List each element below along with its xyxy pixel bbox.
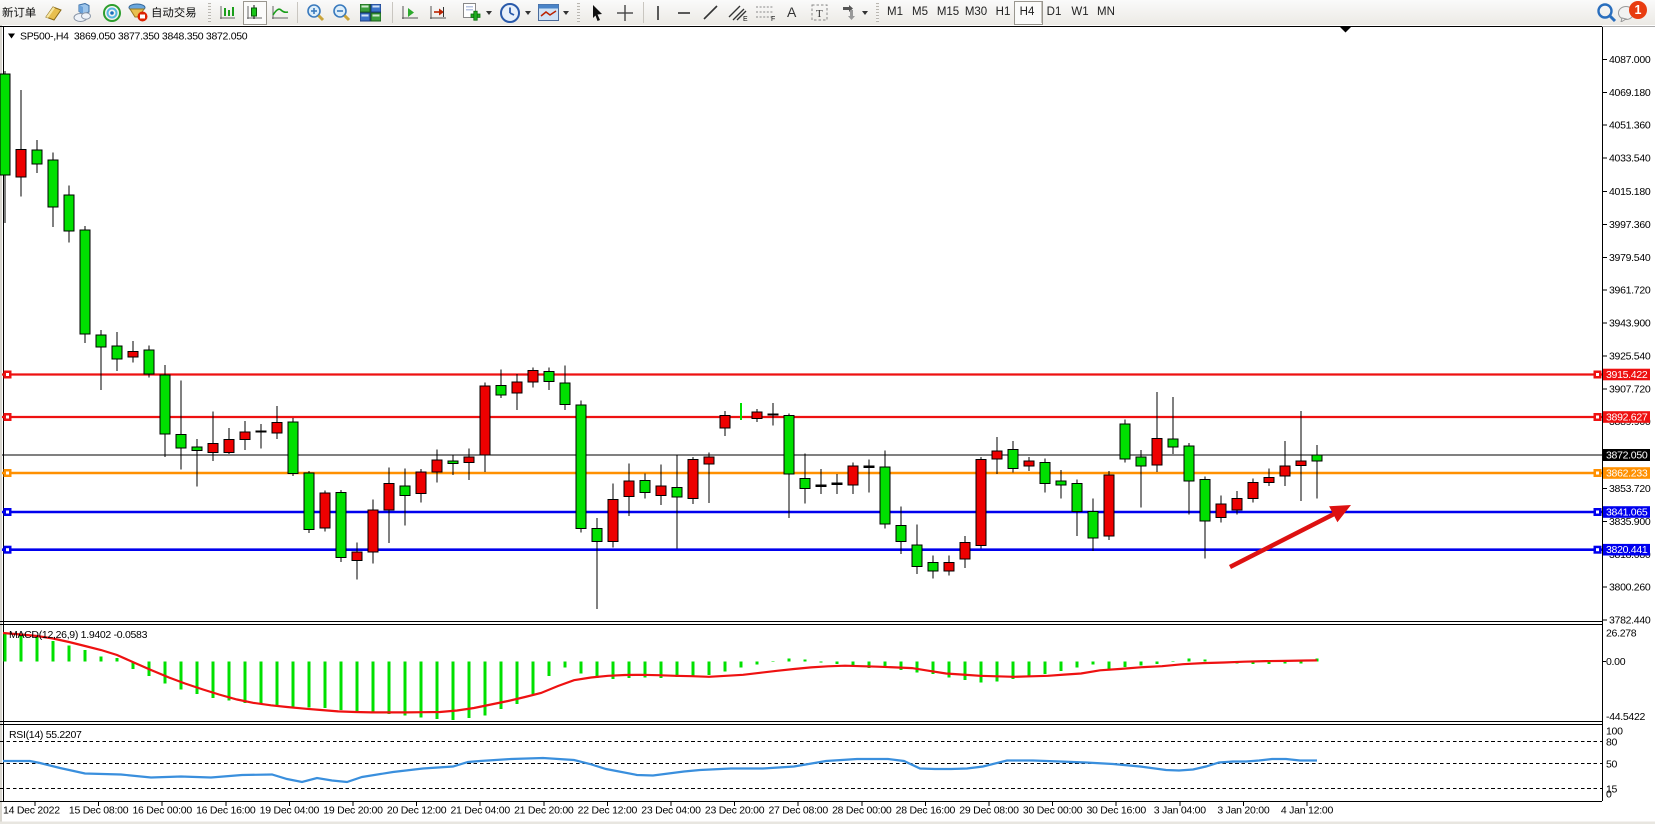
svg-text:14 Dec 2022: 14 Dec 2022 (3, 805, 60, 817)
svg-text:4087.000: 4087.000 (1609, 54, 1651, 66)
svg-text:0.00: 0.00 (1606, 656, 1626, 668)
svg-text:3853.720: 3853.720 (1609, 483, 1651, 495)
svg-text:4051.360: 4051.360 (1609, 120, 1651, 132)
svg-text:0: 0 (1606, 789, 1612, 801)
svg-text:15: 15 (1606, 784, 1618, 796)
svg-text:19 Dec 20:00: 19 Dec 20:00 (323, 805, 383, 817)
svg-text:RSI(14) 55.2207: RSI(14) 55.2207 (9, 729, 82, 741)
svg-text:21 Dec 20:00: 21 Dec 20:00 (514, 805, 574, 817)
svg-text:3872.050: 3872.050 (1606, 450, 1648, 462)
svg-text:3979.540: 3979.540 (1609, 252, 1651, 264)
svg-text:28 Dec 16:00: 28 Dec 16:00 (896, 805, 956, 817)
svg-text:3925.540: 3925.540 (1609, 351, 1651, 363)
svg-text:23 Dec 20:00: 23 Dec 20:00 (705, 805, 765, 817)
svg-text:F: F (771, 16, 775, 22)
svg-text:19 Dec 04:00: 19 Dec 04:00 (260, 805, 320, 817)
svg-text:50: 50 (1606, 759, 1618, 771)
svg-text:28 Dec 00:00: 28 Dec 00:00 (832, 805, 892, 817)
svg-text:3961.720: 3961.720 (1609, 285, 1651, 297)
svg-text:4 Jan 12:00: 4 Jan 12:00 (1281, 805, 1334, 817)
svg-text:26.278: 26.278 (1606, 628, 1637, 640)
svg-text:80: 80 (1606, 737, 1618, 749)
svg-text:3907.720: 3907.720 (1609, 383, 1651, 395)
svg-text:E: E (743, 16, 748, 22)
svg-text:30 Dec 16:00: 30 Dec 16:00 (1086, 805, 1146, 817)
svg-text:4033.540: 4033.540 (1609, 153, 1651, 165)
svg-text:29 Dec 08:00: 29 Dec 08:00 (959, 805, 1019, 817)
svg-text:3862.233: 3862.233 (1606, 468, 1648, 480)
svg-text:100: 100 (1606, 726, 1623, 738)
svg-text:3820.441: 3820.441 (1606, 544, 1648, 556)
svg-text:3841.065: 3841.065 (1606, 507, 1648, 519)
svg-text:23 Dec 04:00: 23 Dec 04:00 (641, 805, 701, 817)
svg-text:3 Jan 04:00: 3 Jan 04:00 (1154, 805, 1207, 817)
svg-text:3 Jan 20:00: 3 Jan 20:00 (1217, 805, 1270, 817)
svg-text:4015.180: 4015.180 (1609, 186, 1651, 198)
svg-text:30 Dec 00:00: 30 Dec 00:00 (1023, 805, 1083, 817)
svg-text:3915.422: 3915.422 (1606, 369, 1648, 381)
svg-text:3835.900: 3835.900 (1609, 516, 1651, 528)
svg-text:16 Dec 16:00: 16 Dec 16:00 (196, 805, 256, 817)
svg-text:T: T (816, 8, 823, 20)
svg-text:3892.627: 3892.627 (1606, 412, 1648, 424)
svg-text:-44.5422: -44.5422 (1606, 711, 1646, 723)
svg-text:3997.360: 3997.360 (1609, 219, 1651, 231)
svg-text:22 Dec 12:00: 22 Dec 12:00 (578, 805, 638, 817)
svg-text:15 Dec 08:00: 15 Dec 08:00 (69, 805, 129, 817)
svg-text:3943.900: 3943.900 (1609, 317, 1651, 329)
svg-text:4069.180: 4069.180 (1609, 87, 1651, 99)
svg-text:20 Dec 12:00: 20 Dec 12:00 (387, 805, 447, 817)
svg-text:16 Dec 00:00: 16 Dec 00:00 (132, 805, 192, 817)
svg-text:MACD(12,26,9) 1.9402 -0.0583: MACD(12,26,9) 1.9402 -0.0583 (9, 629, 148, 641)
svg-text:3800.260: 3800.260 (1609, 582, 1651, 594)
svg-text:27 Dec 08:00: 27 Dec 08:00 (768, 805, 828, 817)
svg-text:21 Dec 04:00: 21 Dec 04:00 (450, 805, 510, 817)
svg-text:SP500-,H4 3869.050 3877.350 3: SP500-,H4 3869.050 3877.350 3848.350 387… (20, 31, 248, 43)
svg-text:3782.440: 3782.440 (1609, 614, 1651, 626)
